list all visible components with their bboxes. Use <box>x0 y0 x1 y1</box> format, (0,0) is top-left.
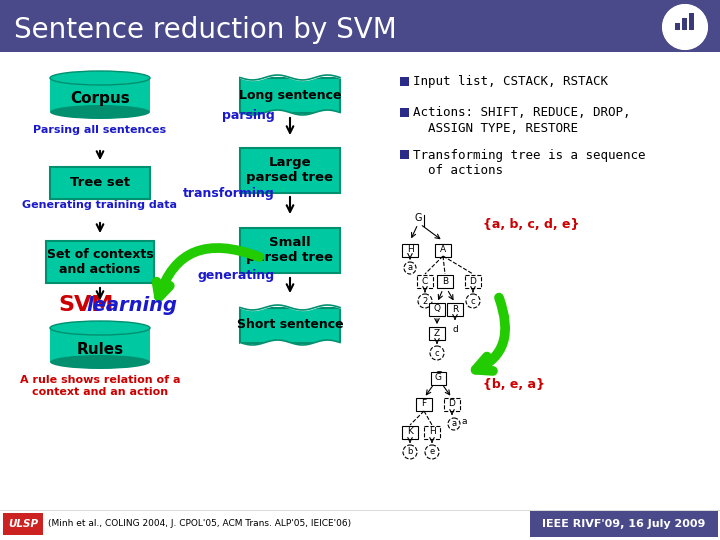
FancyBboxPatch shape <box>429 302 445 315</box>
Circle shape <box>430 346 444 360</box>
FancyBboxPatch shape <box>240 227 340 273</box>
FancyBboxPatch shape <box>0 510 720 540</box>
FancyBboxPatch shape <box>0 0 720 52</box>
Text: a: a <box>462 417 467 427</box>
Text: of actions: of actions <box>413 164 503 177</box>
Text: ULSP: ULSP <box>8 519 38 529</box>
FancyBboxPatch shape <box>402 426 418 438</box>
FancyBboxPatch shape <box>46 241 154 283</box>
Text: G: G <box>434 374 441 382</box>
Circle shape <box>466 294 480 308</box>
Text: Parsing all sentences: Parsing all sentences <box>33 125 166 135</box>
Text: generating: generating <box>198 268 275 281</box>
Text: {a, b, c, d, e}: {a, b, c, d, e} <box>483 219 580 232</box>
Text: C: C <box>422 276 428 286</box>
Text: Tree set: Tree set <box>70 177 130 190</box>
FancyBboxPatch shape <box>429 327 445 340</box>
FancyBboxPatch shape <box>682 18 686 30</box>
Text: Corpus: Corpus <box>70 91 130 106</box>
Text: IEEE RIVF'09, 16 July 2009: IEEE RIVF'09, 16 July 2009 <box>542 519 706 529</box>
Text: b: b <box>408 448 413 456</box>
Text: Input list, CSTACK, RSTACK: Input list, CSTACK, RSTACK <box>413 76 608 89</box>
Circle shape <box>663 5 707 49</box>
Text: a: a <box>408 264 413 273</box>
FancyBboxPatch shape <box>400 150 409 159</box>
FancyBboxPatch shape <box>435 244 451 256</box>
FancyBboxPatch shape <box>465 274 481 287</box>
Text: Sentence reduction by SVM: Sentence reduction by SVM <box>14 16 397 44</box>
Text: c: c <box>471 296 475 306</box>
Text: Rules: Rules <box>76 341 124 356</box>
Text: ASSIGN TYPE, RESTORE: ASSIGN TYPE, RESTORE <box>413 122 578 134</box>
FancyBboxPatch shape <box>530 511 718 537</box>
FancyBboxPatch shape <box>50 328 150 362</box>
FancyBboxPatch shape <box>50 78 150 112</box>
FancyBboxPatch shape <box>240 78 340 112</box>
Text: D: D <box>449 400 456 408</box>
Text: Transforming tree is a sequence: Transforming tree is a sequence <box>413 148 646 161</box>
FancyBboxPatch shape <box>675 23 680 30</box>
FancyBboxPatch shape <box>3 513 43 535</box>
FancyBboxPatch shape <box>424 426 440 438</box>
Text: transforming: transforming <box>184 187 275 200</box>
FancyBboxPatch shape <box>431 372 446 384</box>
FancyBboxPatch shape <box>447 302 463 315</box>
FancyBboxPatch shape <box>240 307 340 342</box>
Text: e: e <box>429 448 435 456</box>
Text: G: G <box>434 371 442 381</box>
FancyBboxPatch shape <box>400 108 409 117</box>
Text: a: a <box>451 420 456 429</box>
Text: A: A <box>440 246 446 254</box>
Ellipse shape <box>50 321 150 335</box>
Text: c: c <box>435 348 439 357</box>
Text: Q: Q <box>433 305 441 314</box>
Text: learning: learning <box>86 296 178 315</box>
Text: K: K <box>407 428 413 436</box>
Text: H: H <box>428 428 436 436</box>
FancyBboxPatch shape <box>688 13 693 30</box>
Ellipse shape <box>50 71 150 85</box>
FancyBboxPatch shape <box>240 147 340 192</box>
Ellipse shape <box>50 355 150 369</box>
FancyBboxPatch shape <box>50 167 150 199</box>
Text: Z: Z <box>434 328 440 338</box>
Text: Long sentence: Long sentence <box>239 89 341 102</box>
Text: 2: 2 <box>423 296 428 306</box>
Text: H: H <box>407 246 413 254</box>
Ellipse shape <box>50 105 150 119</box>
Text: parsing: parsing <box>222 110 275 123</box>
FancyBboxPatch shape <box>416 397 432 410</box>
Text: Large
parsed tree: Large parsed tree <box>246 156 333 184</box>
Text: G: G <box>414 213 422 223</box>
Text: R: R <box>452 305 458 314</box>
Text: Short sentence: Short sentence <box>237 319 343 332</box>
Text: {b, e, a}: {b, e, a} <box>483 379 545 392</box>
Text: d: d <box>452 325 458 334</box>
Circle shape <box>418 294 432 308</box>
Text: SVM: SVM <box>58 295 114 315</box>
FancyBboxPatch shape <box>400 77 409 86</box>
Text: Actions: SHIFT, REDUCE, DROP,: Actions: SHIFT, REDUCE, DROP, <box>413 106 631 119</box>
FancyBboxPatch shape <box>437 274 453 287</box>
Text: F: F <box>421 400 426 408</box>
Text: (Minh et al., COLING 2004, J. CPOL'05, ACM Trans. ALP'05, IEICE'06): (Minh et al., COLING 2004, J. CPOL'05, A… <box>48 519 351 529</box>
Text: a: a <box>408 264 413 273</box>
Text: B: B <box>442 276 448 286</box>
Text: Set of contexts
and actions: Set of contexts and actions <box>47 248 153 276</box>
Text: Generating training data: Generating training data <box>22 200 178 210</box>
FancyBboxPatch shape <box>444 397 460 410</box>
Circle shape <box>448 418 460 430</box>
Circle shape <box>404 262 416 274</box>
Circle shape <box>425 445 439 459</box>
FancyBboxPatch shape <box>402 244 418 256</box>
Text: A rule shows relation of a
context and an action: A rule shows relation of a context and a… <box>19 375 180 396</box>
Text: D: D <box>469 276 477 286</box>
FancyBboxPatch shape <box>417 274 433 287</box>
Circle shape <box>403 445 417 459</box>
Text: Small
parsed tree: Small parsed tree <box>246 236 333 264</box>
